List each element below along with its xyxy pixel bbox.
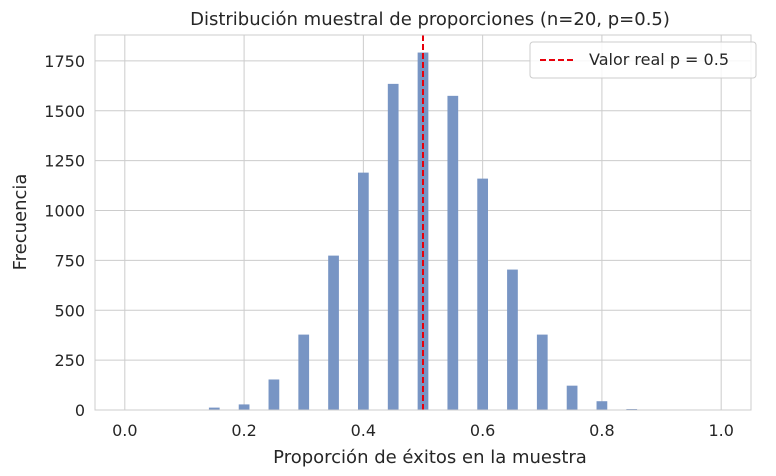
histogram-bar — [208, 407, 220, 410]
x-tick-label: 0.6 — [470, 421, 495, 440]
x-tick-label: 1.0 — [708, 421, 733, 440]
histogram-bar — [328, 255, 339, 410]
x-tick-label: 0.2 — [231, 421, 256, 440]
chart-title: Distribución muestral de proporciones (n… — [190, 9, 670, 30]
legend-label: Valor real p = 0.5 — [589, 50, 729, 69]
histogram-bar — [536, 334, 548, 410]
y-axis-label: Frecuencia — [10, 174, 31, 271]
plot-frame — [94, 34, 752, 411]
y-tick-label: 0 — [75, 401, 85, 420]
histogram-bar — [268, 379, 280, 410]
histogram-bar — [596, 401, 608, 410]
histogram-bar — [238, 404, 250, 410]
y-tick-label: 750 — [54, 251, 85, 270]
bars — [208, 52, 638, 410]
x-axis-label: Proporción de éxitos en la muestra — [273, 447, 587, 468]
histogram-bar — [447, 95, 459, 410]
histogram-bar — [417, 52, 429, 410]
histogram-bar — [566, 385, 578, 410]
y-tick-label: 1250 — [44, 152, 85, 171]
x-tick-label: 0.0 — [112, 421, 137, 440]
histogram-bar — [298, 334, 310, 410]
x-tick-labels: 0.0 0.2 0.4 0.6 0.8 1.0 — [112, 421, 734, 440]
histogram-bar — [477, 178, 489, 410]
y-tick-label: 500 — [54, 301, 85, 320]
x-tick-label: 0.8 — [589, 421, 614, 440]
y-tick-label: 1750 — [44, 52, 85, 71]
legend-box — [529, 41, 757, 79]
y-tick-label: 250 — [54, 351, 85, 370]
histogram-bar — [357, 172, 369, 410]
histogram-bar — [507, 269, 518, 410]
histogram-bar — [387, 83, 399, 410]
legend: Valor real p = 0.5 — [529, 41, 757, 79]
y-tick-label: 1500 — [44, 102, 85, 121]
y-tick-labels: 0 250 500 750 1000 1250 1500 1750 — [44, 52, 85, 420]
x-tick-label: 0.4 — [351, 421, 376, 440]
y-tick-label: 1000 — [44, 202, 85, 221]
